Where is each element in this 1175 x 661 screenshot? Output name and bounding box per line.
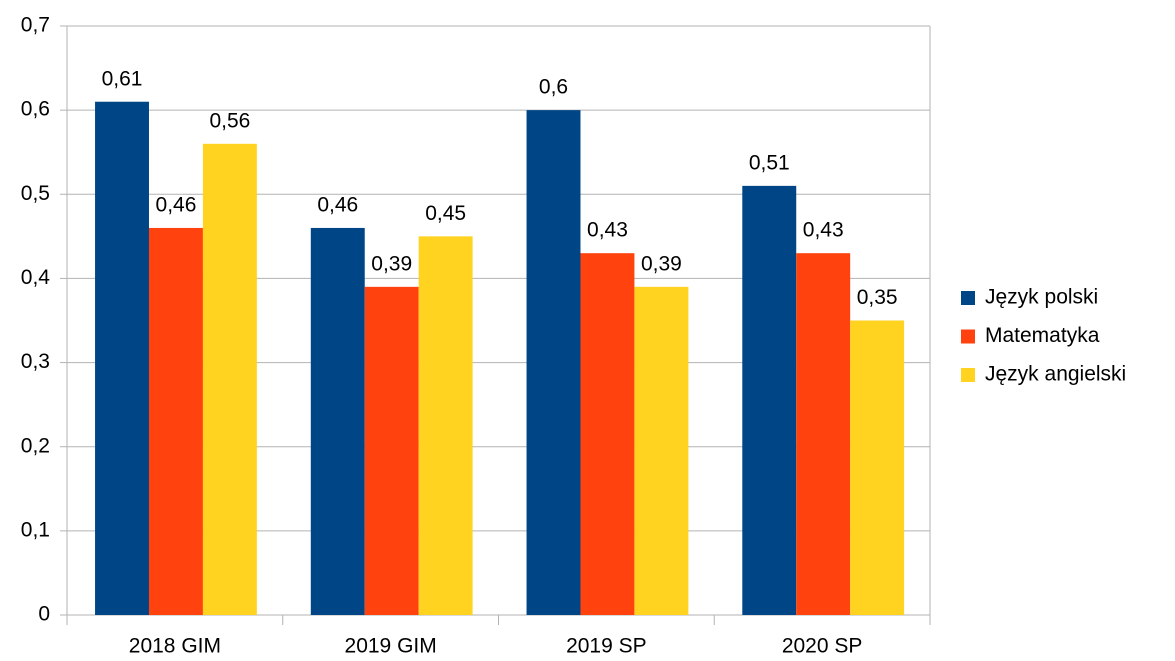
legend-swatch — [961, 291, 975, 305]
value-label: 0,43 — [803, 219, 844, 242]
bar — [742, 185, 797, 615]
value-label: 0,51 — [749, 151, 790, 174]
bar — [310, 227, 365, 615]
bar — [580, 253, 635, 615]
bar — [850, 320, 905, 615]
x-tick-label: 2019 GIM — [345, 635, 437, 658]
value-label: 0,39 — [371, 252, 412, 275]
value-label: 0,39 — [641, 252, 682, 275]
legend-label: Język polski — [985, 286, 1098, 309]
x-tick-label: 2019 SP — [566, 635, 647, 658]
bar — [95, 101, 149, 615]
y-tick-label: 0,6 — [21, 98, 50, 121]
value-label: 0,35 — [857, 286, 898, 309]
legend-swatch — [961, 329, 975, 344]
y-tick-label: 0,4 — [21, 266, 51, 289]
y-tick-label: 0,1 — [21, 518, 50, 541]
bar — [364, 286, 419, 615]
value-label: 0,45 — [425, 202, 466, 225]
y-tick-label: 0,7 — [21, 14, 50, 37]
bar — [148, 227, 203, 615]
bar — [202, 143, 257, 616]
bar — [418, 236, 473, 615]
bar — [634, 286, 689, 615]
value-label: 0,46 — [156, 193, 197, 216]
bar — [796, 253, 851, 615]
value-label: 0,6 — [539, 76, 568, 99]
value-label: 0,56 — [209, 109, 250, 132]
y-tick-label: 0,5 — [21, 182, 50, 205]
value-label: 0,61 — [102, 67, 143, 90]
y-tick-label: 0,3 — [21, 350, 50, 373]
value-label: 0,43 — [587, 219, 628, 242]
legend-swatch — [961, 368, 975, 382]
y-tick-label: 0 — [38, 603, 50, 626]
value-label: 0,46 — [317, 193, 358, 216]
y-tick-label: 0,2 — [21, 434, 50, 457]
legend-label: Matematyka — [985, 324, 1100, 347]
x-tick-label: 2018 GIM — [129, 635, 221, 658]
x-tick-label: 2020 SP — [782, 635, 863, 658]
legend-label: Język angielski — [985, 363, 1126, 386]
bar — [526, 110, 581, 616]
